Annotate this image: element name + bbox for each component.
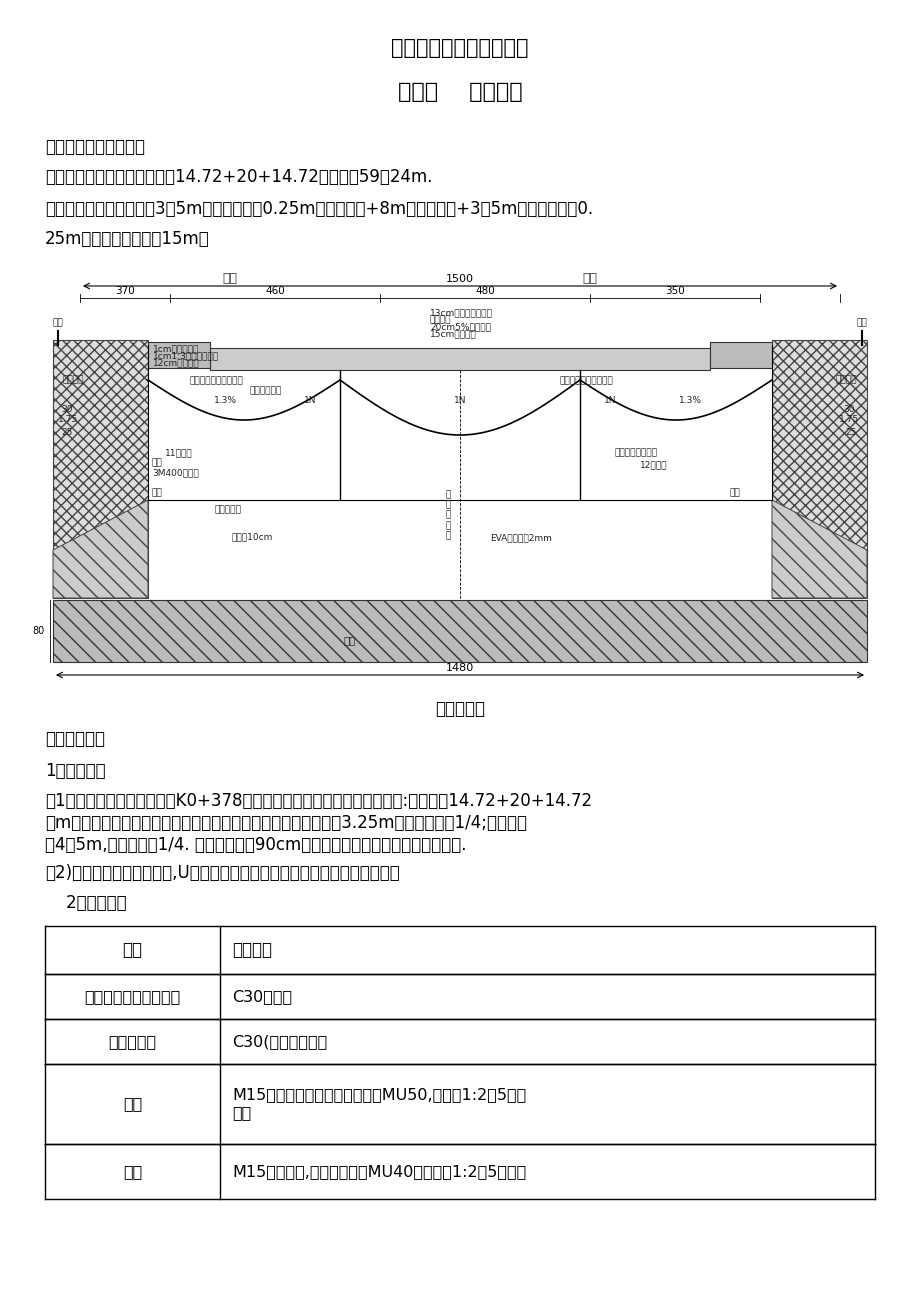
Text: 高4。5m,净矢跨比为1/4. 主拱圈厚度为90cm，上侧为砌体侧墙、填料及桥面铺装.: 高4。5m,净矢跨比为1/4. 主拱圈厚度为90cm，上侧为砌体侧墙、填料及桥面… (45, 836, 466, 854)
Text: 透水性填料: 透水性填料 (215, 505, 242, 514)
Text: 路面南侧道路设计标高: 路面南侧道路设计标高 (560, 376, 613, 385)
Text: 桥面板沥青水帘布: 桥面板沥青水帘布 (614, 448, 657, 457)
Text: 侧墙: 侧墙 (123, 1164, 142, 1180)
Bar (53, 600, 866, 661)
Text: 1N: 1N (303, 396, 316, 405)
Text: 460: 460 (265, 286, 285, 296)
Polygon shape (53, 500, 148, 598)
Text: 南製: 南製 (582, 272, 596, 285)
Text: ）m三跨圆弧石拱桥。主拱圈采用等截面圆弧无铰拱，边孔净矢高3.25m，净矢跨比为1/4;中孔净矢: ）m三跨圆弧石拱桥。主拱圈采用等截面圆弧无铰拱，边孔净矢高3.25m，净矢跨比为… (45, 814, 527, 832)
Bar (53, 340, 148, 598)
Text: （2)、下部结构：低桩承台,U型桥台；墩基及台基采用钻孔灌注桩群桩基础。: （2)、下部结构：低桩承台,U型桥台；墩基及台基采用钻孔灌注桩群桩基础。 (45, 865, 400, 881)
Text: 桥梁标准横断面布置为：3。5m（人行道，含0.25m栏杆宽度）+8m（车行道）+3。5m（人行道，含0.: 桥梁标准横断面布置为：3。5m（人行道，含0.25m栏杆宽度）+8m（车行道）+… (45, 201, 593, 217)
Text: 桥面构造图: 桥面构造图 (435, 700, 484, 717)
Text: 二、结构特点: 二、结构特点 (45, 730, 105, 749)
Text: 1500: 1500 (446, 273, 473, 284)
Text: 20cm5%水稳碎石: 20cm5%水稳碎石 (429, 322, 491, 331)
Polygon shape (771, 500, 866, 598)
Text: 部位: 部位 (122, 941, 142, 960)
Text: 填石: 填石 (152, 458, 163, 467)
Text: 主要材料: 主要材料 (232, 941, 272, 960)
Text: 栏杆底座: 栏杆底座 (834, 375, 857, 384)
Text: C30(水下）混凝土: C30(水下）混凝土 (232, 1034, 327, 1049)
Text: 勾缝: 勾缝 (232, 1105, 251, 1121)
Text: 砌圆: 砌圆 (344, 635, 356, 644)
Text: 1cm1:3平铺水泥砂浆: 1cm1:3平铺水泥砂浆 (153, 352, 219, 359)
Bar (210, 348, 709, 370)
Text: 1、总体布置: 1、总体布置 (45, 762, 106, 780)
Text: 25m栏杆宽度），总宽15m。: 25m栏杆宽度），总宽15m。 (45, 230, 210, 247)
Text: 1.3%: 1.3% (213, 396, 236, 405)
Text: 480: 480 (474, 286, 494, 296)
Text: 13cm沥青混凝土铺装: 13cm沥青混凝土铺装 (429, 309, 493, 316)
Text: 沥青刨层: 沥青刨层 (429, 315, 451, 324)
Text: 12孔也力: 12孔也力 (640, 460, 667, 469)
Text: 11孔塘位: 11孔塘位 (165, 448, 192, 457)
Text: 370: 370 (115, 286, 135, 296)
Text: 30: 30 (843, 405, 854, 414)
Text: 栏杆底座: 栏杆底座 (62, 375, 85, 384)
Text: 北製: 北製 (222, 272, 237, 285)
Text: 钻孔灌注桩: 钻孔灌注桩 (108, 1034, 156, 1049)
Text: 第一节    桥梁概况: 第一节 桥梁概况 (397, 82, 522, 102)
Text: 15cm级配碎石: 15cm级配碎石 (429, 329, 476, 339)
Text: 3M400排水管: 3M400排水管 (152, 467, 199, 477)
Text: 一、新建桥梁设置情况: 一、新建桥梁设置情况 (45, 138, 145, 156)
Text: 桥梁施工方案及技术措施: 桥梁施工方案及技术措施 (391, 38, 528, 59)
Text: 25: 25 (845, 428, 857, 437)
Text: M15浆砌块石,块石强度大于MU40，外露面1:2。5砂浆勾: M15浆砌块石,块石强度大于MU40，外露面1:2。5砂浆勾 (232, 1164, 526, 1180)
Text: C30混凝土: C30混凝土 (232, 990, 292, 1004)
Text: 拱座、承台、人行道板: 拱座、承台、人行道板 (85, 990, 180, 1004)
Text: 侧墙: 侧墙 (729, 488, 740, 497)
Text: 1480: 1480 (446, 663, 473, 673)
Bar (771, 340, 866, 598)
Text: M15浆砌粗料石，块石强度大于MU50,外露面1:2。5砂浆: M15浆砌粗料石，块石强度大于MU50,外露面1:2。5砂浆 (232, 1087, 526, 1103)
Text: 栏杆: 栏杆 (52, 318, 63, 327)
Text: 25: 25 (61, 428, 73, 437)
Text: 1.3%: 1.3% (678, 396, 701, 405)
Text: 砂垫层10cm: 砂垫层10cm (232, 533, 273, 542)
Text: （1）、青龙桥位于主线桩号K0+378处，平面位于曲线段内，结构形式为:净跨径（14.72+20+14.72: （1）、青龙桥位于主线桩号K0+378处，平面位于曲线段内，结构形式为:净跨径（… (45, 792, 592, 810)
Text: 路面设计标高: 路面设计标高 (250, 385, 282, 395)
Text: 拱圈: 拱圈 (123, 1096, 142, 1112)
Text: 2、主要材料: 2、主要材料 (45, 894, 127, 911)
Text: 80: 80 (33, 626, 45, 635)
Text: 全线设石拱桥一座，净跨径（14.72+20+14.72），桥长59。24m.: 全线设石拱桥一座，净跨径（14.72+20+14.72），桥长59。24m. (45, 168, 432, 186)
Text: 1N: 1N (603, 396, 616, 405)
Text: 侧墙: 侧墙 (152, 488, 163, 497)
Text: 30: 30 (61, 405, 73, 414)
Text: 350: 350 (664, 286, 684, 296)
Text: 桥
架
中
心
线: 桥 架 中 心 线 (445, 490, 450, 540)
Bar (148, 342, 210, 368)
Bar (709, 342, 771, 368)
Bar (148, 370, 771, 500)
Text: 1cm磨耗花纹层: 1cm磨耗花纹层 (153, 344, 199, 353)
Text: 1N: 1N (453, 396, 466, 405)
Text: 1.75: 1.75 (838, 415, 858, 424)
Text: 路面北侧道路设计标高: 路面北侧道路设计标高 (190, 376, 244, 385)
Text: EVA防水卷材2mm: EVA防水卷材2mm (490, 533, 551, 542)
Text: 1.75: 1.75 (58, 415, 78, 424)
Text: 栏杆: 栏杆 (856, 318, 867, 327)
Text: 12cm人行道板: 12cm人行道板 (153, 358, 199, 367)
